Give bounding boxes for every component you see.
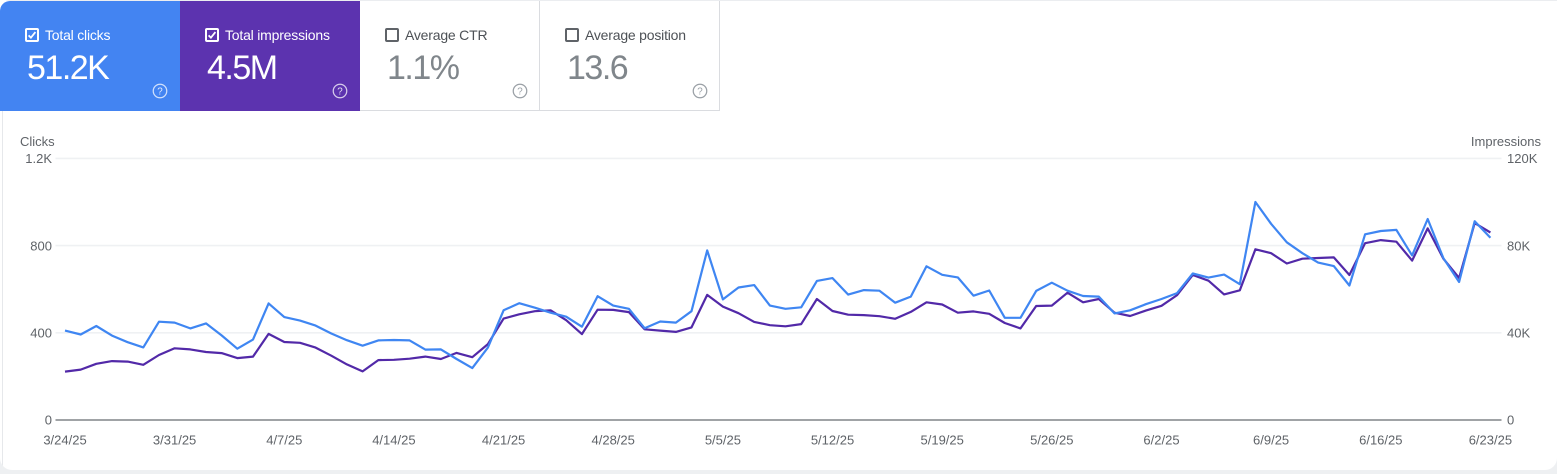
svg-text:40K: 40K bbox=[1507, 326, 1530, 341]
svg-text:6/16/25: 6/16/25 bbox=[1359, 433, 1402, 448]
svg-text:5/5/25: 5/5/25 bbox=[705, 433, 741, 448]
svg-text:400: 400 bbox=[30, 326, 52, 341]
svg-text:3/24/25: 3/24/25 bbox=[43, 433, 86, 448]
svg-text:4/7/25: 4/7/25 bbox=[266, 433, 302, 448]
svg-text:80K: 80K bbox=[1507, 238, 1530, 253]
svg-text:Impressions: Impressions bbox=[1471, 134, 1542, 149]
svg-text:4/21/25: 4/21/25 bbox=[482, 433, 525, 448]
svg-text:6/9/25: 6/9/25 bbox=[1253, 433, 1289, 448]
svg-text:?: ? bbox=[697, 87, 703, 98]
svg-text:0: 0 bbox=[45, 413, 52, 428]
svg-text:120K: 120K bbox=[1507, 151, 1538, 166]
svg-text:5/26/25: 5/26/25 bbox=[1030, 433, 1073, 448]
svg-text:?: ? bbox=[157, 87, 163, 98]
svg-text:1.2K: 1.2K bbox=[25, 151, 52, 166]
svg-text:5/19/25: 5/19/25 bbox=[921, 433, 964, 448]
svg-text:800: 800 bbox=[30, 238, 52, 253]
svg-text:?: ? bbox=[517, 87, 523, 98]
svg-text:0: 0 bbox=[1507, 413, 1514, 428]
svg-text:5/12/25: 5/12/25 bbox=[811, 433, 854, 448]
svg-text:6/2/25: 6/2/25 bbox=[1143, 433, 1179, 448]
svg-text:Clicks: Clicks bbox=[20, 134, 55, 149]
svg-text:6/23/25: 6/23/25 bbox=[1469, 433, 1512, 448]
svg-text:4/28/25: 4/28/25 bbox=[592, 433, 635, 448]
svg-text:3/31/25: 3/31/25 bbox=[153, 433, 196, 448]
svg-text:?: ? bbox=[337, 87, 343, 98]
svg-text:4/14/25: 4/14/25 bbox=[372, 433, 415, 448]
